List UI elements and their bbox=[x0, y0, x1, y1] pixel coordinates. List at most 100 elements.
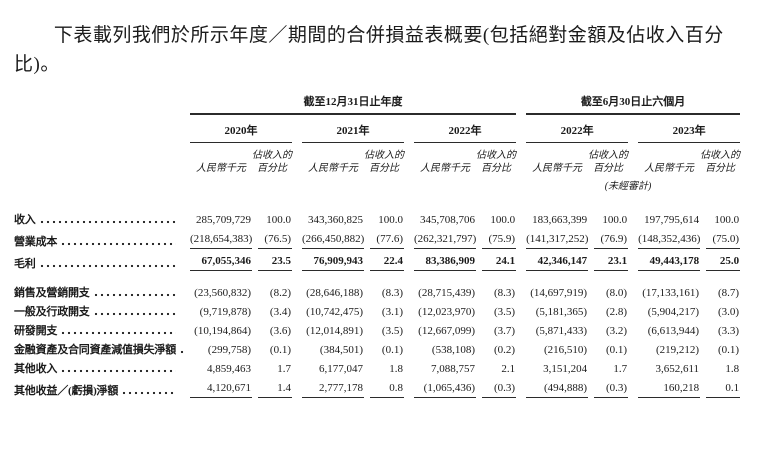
dot-leader bbox=[121, 388, 176, 396]
amount-cell: (148,352,436) bbox=[628, 229, 700, 251]
year-header-2023-interim: 2023年 bbox=[628, 115, 741, 143]
period-group-row: 截至12月31日止年度 截至6月30日止六個月 bbox=[14, 93, 741, 115]
year-header-row: 2020年 2021年 2022年 2022年 2023年 bbox=[14, 115, 741, 143]
percent-cell: 100.0 bbox=[266, 214, 291, 226]
amount-cell: 345,708,706 bbox=[420, 214, 475, 226]
dot-leader bbox=[179, 347, 185, 355]
percent-cell: (3.2) bbox=[605, 325, 628, 337]
percent-cell: (3.5) bbox=[381, 325, 403, 337]
amount-unit-header: 人民幣千元 bbox=[308, 163, 358, 174]
percent-cell: (2.8) bbox=[605, 306, 628, 318]
percent-cell: 100.0 bbox=[490, 214, 516, 226]
amount-cell: (14,697,919) bbox=[530, 287, 588, 299]
pct-header: 佔收入的 百分比 bbox=[700, 150, 741, 174]
table-row: 營業成本 (218,654,383) (76.5) (266,450,882) (77.… bbox=[14, 229, 741, 251]
amount-cell: (299,758) bbox=[207, 344, 251, 356]
percent-cell: (8.3) bbox=[493, 287, 516, 299]
dot-leader bbox=[38, 217, 176, 225]
period-group-annual-label: 截至12月31日止年度 bbox=[190, 93, 517, 115]
subheader-row: 人民幣千元 佔收入的 百分比 人民幣千元 佔收入的 百分比 人民幣千元 佔收入的 百分… bbox=[14, 143, 740, 175]
percent-cell: (3.0) bbox=[717, 306, 740, 318]
percent-cell: (75.9) bbox=[476, 229, 517, 251]
percent-cell: (3.5) bbox=[493, 306, 516, 318]
row-label: 金融資產及合同資產減值損失淨額 bbox=[14, 340, 185, 359]
dot-leader bbox=[60, 328, 176, 336]
amount-cell: 197,795,614 bbox=[644, 214, 700, 226]
amount-cell: (5,904,217) bbox=[647, 306, 700, 318]
table-row: 金融資產及合同資產減值損失淨額 (299,758) (0.1) (384,501) (0… bbox=[14, 340, 740, 359]
table-row: 研發開支 (10,194,864) (3.6) (12,014,891) (3.5) (1… bbox=[14, 321, 740, 340]
amount-cell: 3,151,204 bbox=[543, 363, 588, 375]
percent-cell: (3.1) bbox=[381, 306, 403, 318]
document-page: 下表載列我們於所示年度／期間的合併損益表概要(包括絕對金額及佔收入百分比)。 截… bbox=[14, 25, 741, 400]
percent-cell: (77.6) bbox=[364, 229, 404, 251]
table-row: 其他收入 4,859,463 1.7 6,177,047 1.8 7,088,757 2.1… bbox=[14, 359, 740, 378]
table-row: 其他收益／(虧損)淨額 4,120,671 1.4 2,777,178 0.8 (1,06… bbox=[14, 378, 741, 400]
row-label: 收入 bbox=[14, 210, 180, 229]
amount-cell: 76,909,943 bbox=[292, 251, 364, 273]
amount-cell: (5,181,365) bbox=[535, 306, 588, 318]
pct-header: 佔收入的 百分比 bbox=[364, 150, 404, 174]
row-label: 研發開支 bbox=[14, 321, 180, 340]
year-header-2020: 2020年 bbox=[180, 115, 292, 143]
percent-cell: (0.2) bbox=[493, 344, 516, 356]
amount-cell: 83,386,909 bbox=[404, 251, 476, 273]
label-column-spacer bbox=[14, 175, 180, 210]
percent-cell: (0.3) bbox=[588, 378, 629, 400]
label-column-spacer bbox=[14, 143, 180, 175]
percent-cell: 23.1 bbox=[588, 251, 629, 273]
percent-cell: 0.8 bbox=[364, 378, 404, 400]
percent-cell: (0.1) bbox=[269, 344, 291, 356]
percent-cell: (8.7) bbox=[717, 287, 740, 299]
amount-cell: 4,120,671 bbox=[180, 378, 252, 400]
unaudited-note: (未經審計) bbox=[604, 181, 652, 192]
amount-cell: (17,133,161) bbox=[642, 287, 700, 299]
pct-header: 佔收入的 百分比 bbox=[252, 150, 292, 174]
amount-cell: 285,709,729 bbox=[196, 214, 251, 226]
percent-cell: (3.3) bbox=[717, 325, 740, 337]
period-group-annual: 截至12月31日止年度 bbox=[180, 93, 517, 115]
amount-cell: (494,888) bbox=[516, 378, 589, 400]
period-group-interim-label: 截至6月30日止六個月 bbox=[526, 93, 741, 115]
table-row: 銷售及營銷開支 (23,560,832) (8.2) (28,646,188) (8.3… bbox=[14, 273, 740, 302]
period-group-interim: 截至6月30日止六個月 bbox=[516, 93, 741, 115]
percent-cell: (8.0) bbox=[605, 287, 628, 299]
percent-cell: 1.4 bbox=[252, 378, 292, 400]
amount-cell: (538,108) bbox=[431, 344, 475, 356]
amount-unit-header: 人民幣千元 bbox=[532, 163, 583, 174]
dot-leader bbox=[38, 261, 176, 269]
percent-cell: (0.1) bbox=[605, 344, 628, 356]
amount-cell: (10,194,864) bbox=[194, 325, 251, 337]
amount-cell: (219,212) bbox=[655, 344, 700, 356]
row-label: 毛利 bbox=[14, 251, 180, 273]
percent-cell: 25.0 bbox=[700, 251, 741, 273]
amount-cell: (218,654,383) bbox=[180, 229, 252, 251]
amount-unit-header: 人民幣千元 bbox=[420, 163, 470, 174]
intro-paragraph: 下表載列我們於所示年度／期間的合併損益表概要(包括絕對金額及佔收入百分比)。 bbox=[14, 25, 724, 75]
percent-cell: (0.1) bbox=[381, 344, 403, 356]
table-body: 收入 285,709,729 100.0 343,360,825 100.0 345,70… bbox=[14, 210, 741, 400]
dot-leader bbox=[60, 366, 176, 374]
income-statement-table: 截至12月31日止年度 截至6月30日止六個月 2020年 2021年 2022… bbox=[14, 93, 741, 400]
percent-cell: 22.4 bbox=[364, 251, 404, 273]
percent-cell: (3.7) bbox=[493, 325, 516, 337]
amount-cell: (216,510) bbox=[543, 344, 588, 356]
percent-cell: 0.1 bbox=[700, 378, 741, 400]
pct-header: 佔收入的 百分比 bbox=[588, 150, 629, 174]
amount-cell: (12,014,891) bbox=[306, 325, 363, 337]
year-header-2021: 2021年 bbox=[292, 115, 404, 143]
amount-cell: (23,560,832) bbox=[194, 287, 251, 299]
pct-header: 佔收入的 百分比 bbox=[476, 150, 517, 174]
amount-cell: (266,450,882) bbox=[292, 229, 364, 251]
amount-cell: 343,360,825 bbox=[308, 214, 363, 226]
amount-cell: (5,871,433) bbox=[535, 325, 588, 337]
percent-cell: (8.2) bbox=[269, 287, 291, 299]
amount-cell: (28,646,188) bbox=[306, 287, 363, 299]
percent-cell: 23.5 bbox=[252, 251, 292, 273]
row-label: 一般及行政開支 bbox=[14, 302, 180, 321]
year-header-2022-interim: 2022年 bbox=[516, 115, 629, 143]
percent-cell: 2.1 bbox=[501, 363, 516, 375]
unaudited-note-row: (未經審計) bbox=[14, 175, 740, 210]
percent-cell: 100.0 bbox=[378, 214, 403, 226]
percent-cell: (8.3) bbox=[381, 287, 403, 299]
